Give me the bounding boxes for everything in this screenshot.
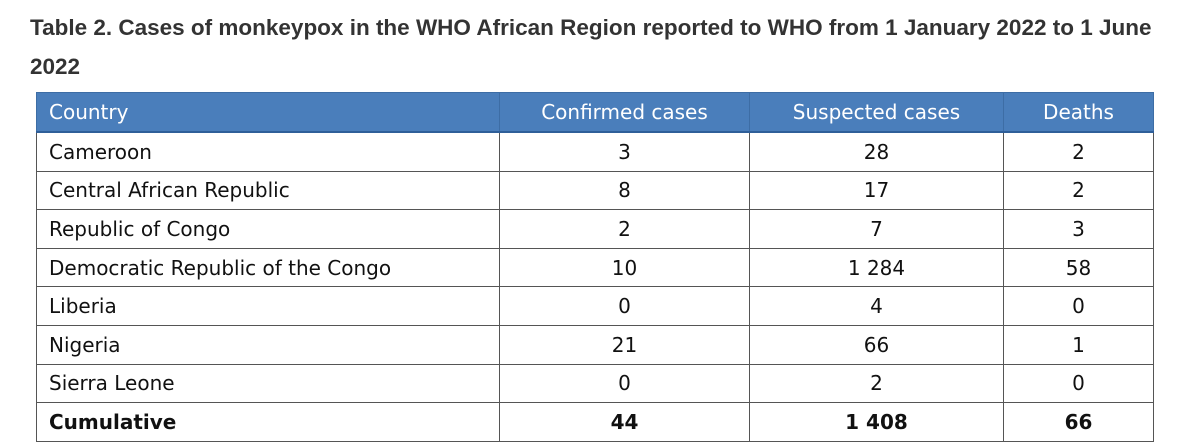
table-row: Democratic Republic of the Congo 10 1 28… xyxy=(36,247,1154,288)
cell-country: Central African Republic xyxy=(36,170,500,211)
column-header-country: Country xyxy=(36,92,500,133)
column-header-suspected-cases: Suspected cases xyxy=(749,92,1004,133)
total-row: Cumulative 44 1 408 66 xyxy=(36,402,1154,442)
cell-confirmed-cases: 3 xyxy=(499,131,750,172)
table-row: Sierra Leone 0 2 0 xyxy=(36,363,1154,404)
cell-confirmed-cases: 21 xyxy=(499,324,750,365)
cell-suspected-cases: 17 xyxy=(749,170,1004,211)
table-row: Republic of Congo 2 7 3 xyxy=(36,209,1154,249)
cell-deaths: 58 xyxy=(1003,247,1154,288)
header-row: Country Confirmed cases Suspected cases … xyxy=(36,92,1154,133)
cases-table-container: Country Confirmed cases Suspected cases … xyxy=(36,92,1154,442)
cell-deaths: 0 xyxy=(1003,363,1154,404)
cell-confirmed-cases: 8 xyxy=(499,170,750,211)
cell-country: Liberia xyxy=(36,286,500,326)
cell-country: Republic of Congo xyxy=(36,209,500,249)
table-row: Cameroon 3 28 2 xyxy=(36,131,1154,172)
cell-total-deaths: 66 xyxy=(1003,402,1154,442)
cell-deaths: 0 xyxy=(1003,286,1154,326)
table-row: Liberia 0 4 0 xyxy=(36,286,1154,326)
cell-confirmed-cases: 10 xyxy=(499,247,750,288)
cell-suspected-cases: 66 xyxy=(749,324,1004,365)
cell-deaths: 2 xyxy=(1003,170,1154,211)
cell-deaths: 2 xyxy=(1003,131,1154,172)
cell-total-suspected-cases: 1 408 xyxy=(749,402,1004,442)
cell-country: Sierra Leone xyxy=(36,363,500,404)
cell-country: Nigeria xyxy=(36,324,500,365)
column-header-deaths: Deaths xyxy=(1003,92,1154,133)
cell-total-confirmed-cases: 44 xyxy=(499,402,750,442)
column-header-confirmed-cases: Confirmed cases xyxy=(499,92,750,133)
table-row: Central African Republic 8 17 2 xyxy=(36,170,1154,211)
cell-deaths: 1 xyxy=(1003,324,1154,365)
table-body: Cameroon 3 28 2 Central African Republic… xyxy=(36,131,1154,442)
cell-deaths: 3 xyxy=(1003,209,1154,249)
cell-confirmed-cases: 0 xyxy=(499,363,750,404)
cell-suspected-cases: 4 xyxy=(749,286,1004,326)
cases-table: Country Confirmed cases Suspected cases … xyxy=(36,92,1154,442)
cell-suspected-cases: 28 xyxy=(749,131,1004,172)
table-caption: Table 2. Cases of monkeypox in the WHO A… xyxy=(30,15,1152,79)
cell-suspected-cases: 2 xyxy=(749,363,1004,404)
table-header: Country Confirmed cases Suspected cases … xyxy=(36,92,1154,133)
table-row: Nigeria 21 66 1 xyxy=(36,324,1154,365)
cell-confirmed-cases: 0 xyxy=(499,286,750,326)
cell-suspected-cases: 7 xyxy=(749,209,1004,249)
cell-confirmed-cases: 2 xyxy=(499,209,750,249)
cell-suspected-cases: 1 284 xyxy=(749,247,1004,288)
cell-country: Democratic Republic of the Congo xyxy=(36,247,500,288)
cell-country: Cameroon xyxy=(36,131,500,172)
cell-total-label: Cumulative xyxy=(36,402,500,442)
